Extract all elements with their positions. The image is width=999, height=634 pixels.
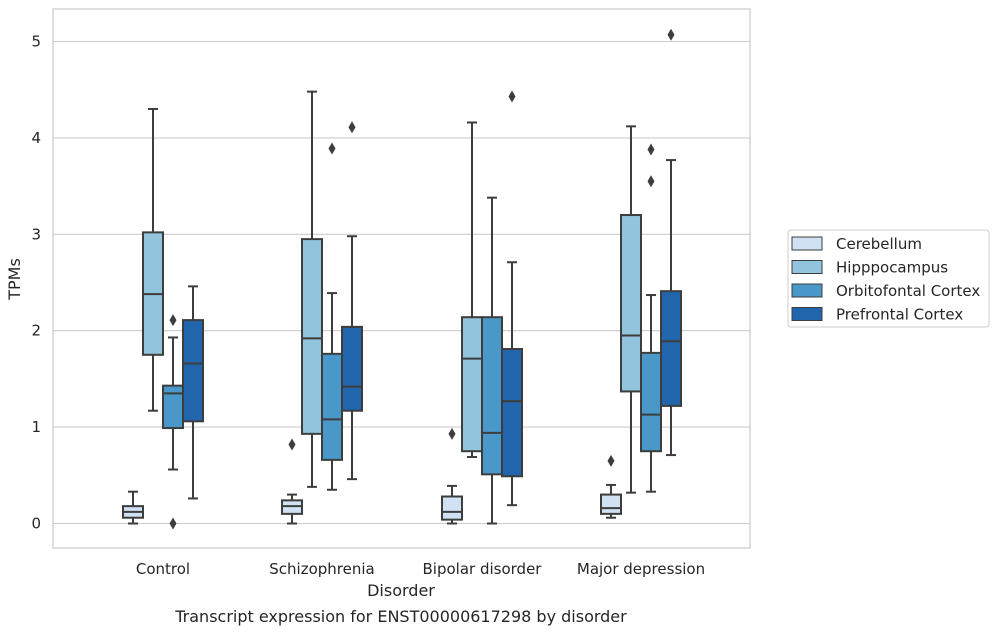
x-axis-ticks: Control Schizophrenia Bipolar disorder Majo… [136, 560, 705, 578]
legend-swatch [791, 283, 823, 298]
series-hipppocampus [142, 90, 642, 494]
legend-label: Orbitofontal Cortex [836, 282, 980, 300]
box [461, 121, 483, 458]
series-orbitofontal-cortex [162, 142, 662, 530]
y-axis-label: TPMs [5, 258, 24, 301]
y-axis-ticks: 0 1 2 3 4 5 [31, 33, 41, 533]
box [501, 90, 523, 507]
x-tick-label: Bipolar disorder [423, 560, 543, 578]
outlier-point [508, 90, 516, 103]
box [122, 490, 144, 525]
y-tick-label: 0 [31, 515, 41, 533]
legend-swatch [791, 307, 823, 321]
box [301, 90, 323, 488]
box-iqr [640, 351, 662, 453]
chart-caption: Transcript expression for ENST0000061729… [174, 607, 627, 626]
box-iqr [162, 384, 184, 430]
y-tick-label: 2 [31, 322, 41, 340]
legend: Cerebellum Hipppocampus Orbitofontal Corte… [787, 229, 990, 328]
legend-item: Prefrontal Cortex [791, 306, 963, 324]
outlier-point [448, 427, 456, 440]
outlier-point [169, 314, 177, 327]
box-iqr [600, 493, 622, 515]
x-tick-label: Major depression [577, 560, 705, 578]
box-plot-series [122, 28, 682, 530]
y-tick-label: 5 [31, 33, 41, 51]
outlier-point [647, 143, 655, 156]
box-iqr [461, 316, 483, 453]
box-iqr [341, 325, 363, 412]
outlier-point [328, 142, 336, 155]
box-iqr [301, 238, 323, 435]
box [481, 196, 503, 525]
box [441, 427, 463, 525]
y-tick-label: 3 [31, 225, 41, 243]
box [620, 125, 642, 494]
box-iqr [441, 495, 463, 521]
legend-frame [787, 229, 990, 328]
box-iqr [481, 316, 503, 476]
x-tick-label: Control [136, 560, 190, 578]
legend-item: Hipppocampus [791, 259, 948, 277]
legend-item: Cerebellum [791, 235, 922, 253]
box [162, 314, 184, 530]
outlier-point [348, 121, 356, 134]
box [660, 28, 682, 457]
box [281, 438, 303, 525]
y-tick-label: 4 [31, 129, 41, 147]
x-tick-label: Schizophrenia [269, 560, 374, 578]
box [182, 285, 204, 500]
y-tick-label: 1 [31, 418, 41, 436]
outlier-point [288, 438, 296, 451]
box [142, 107, 164, 412]
box [341, 121, 363, 481]
box-iqr [620, 214, 642, 393]
series-prefrontal-cortex [182, 28, 682, 507]
outlier-point [169, 517, 177, 530]
legend-swatch [791, 260, 823, 274]
box [600, 454, 622, 519]
legend-label: Prefrontal Cortex [836, 306, 963, 324]
box-iqr [321, 352, 343, 461]
box-iqr [182, 319, 204, 423]
box [321, 142, 343, 491]
series-cerebellum [122, 427, 622, 525]
legend-label: Hipppocampus [836, 259, 948, 277]
outlier-point [607, 454, 615, 467]
box-iqr [501, 348, 523, 478]
outlier-point [667, 28, 675, 41]
box-iqr [660, 290, 682, 407]
plot-area-frame [52, 8, 751, 549]
legend-label: Cerebellum [836, 235, 922, 253]
legend-item: Orbitofontal Cortex [791, 282, 980, 300]
legend-swatch [791, 236, 823, 251]
outlier-point [647, 175, 655, 188]
box [640, 143, 662, 493]
x-axis-label: Disorder [367, 581, 435, 600]
